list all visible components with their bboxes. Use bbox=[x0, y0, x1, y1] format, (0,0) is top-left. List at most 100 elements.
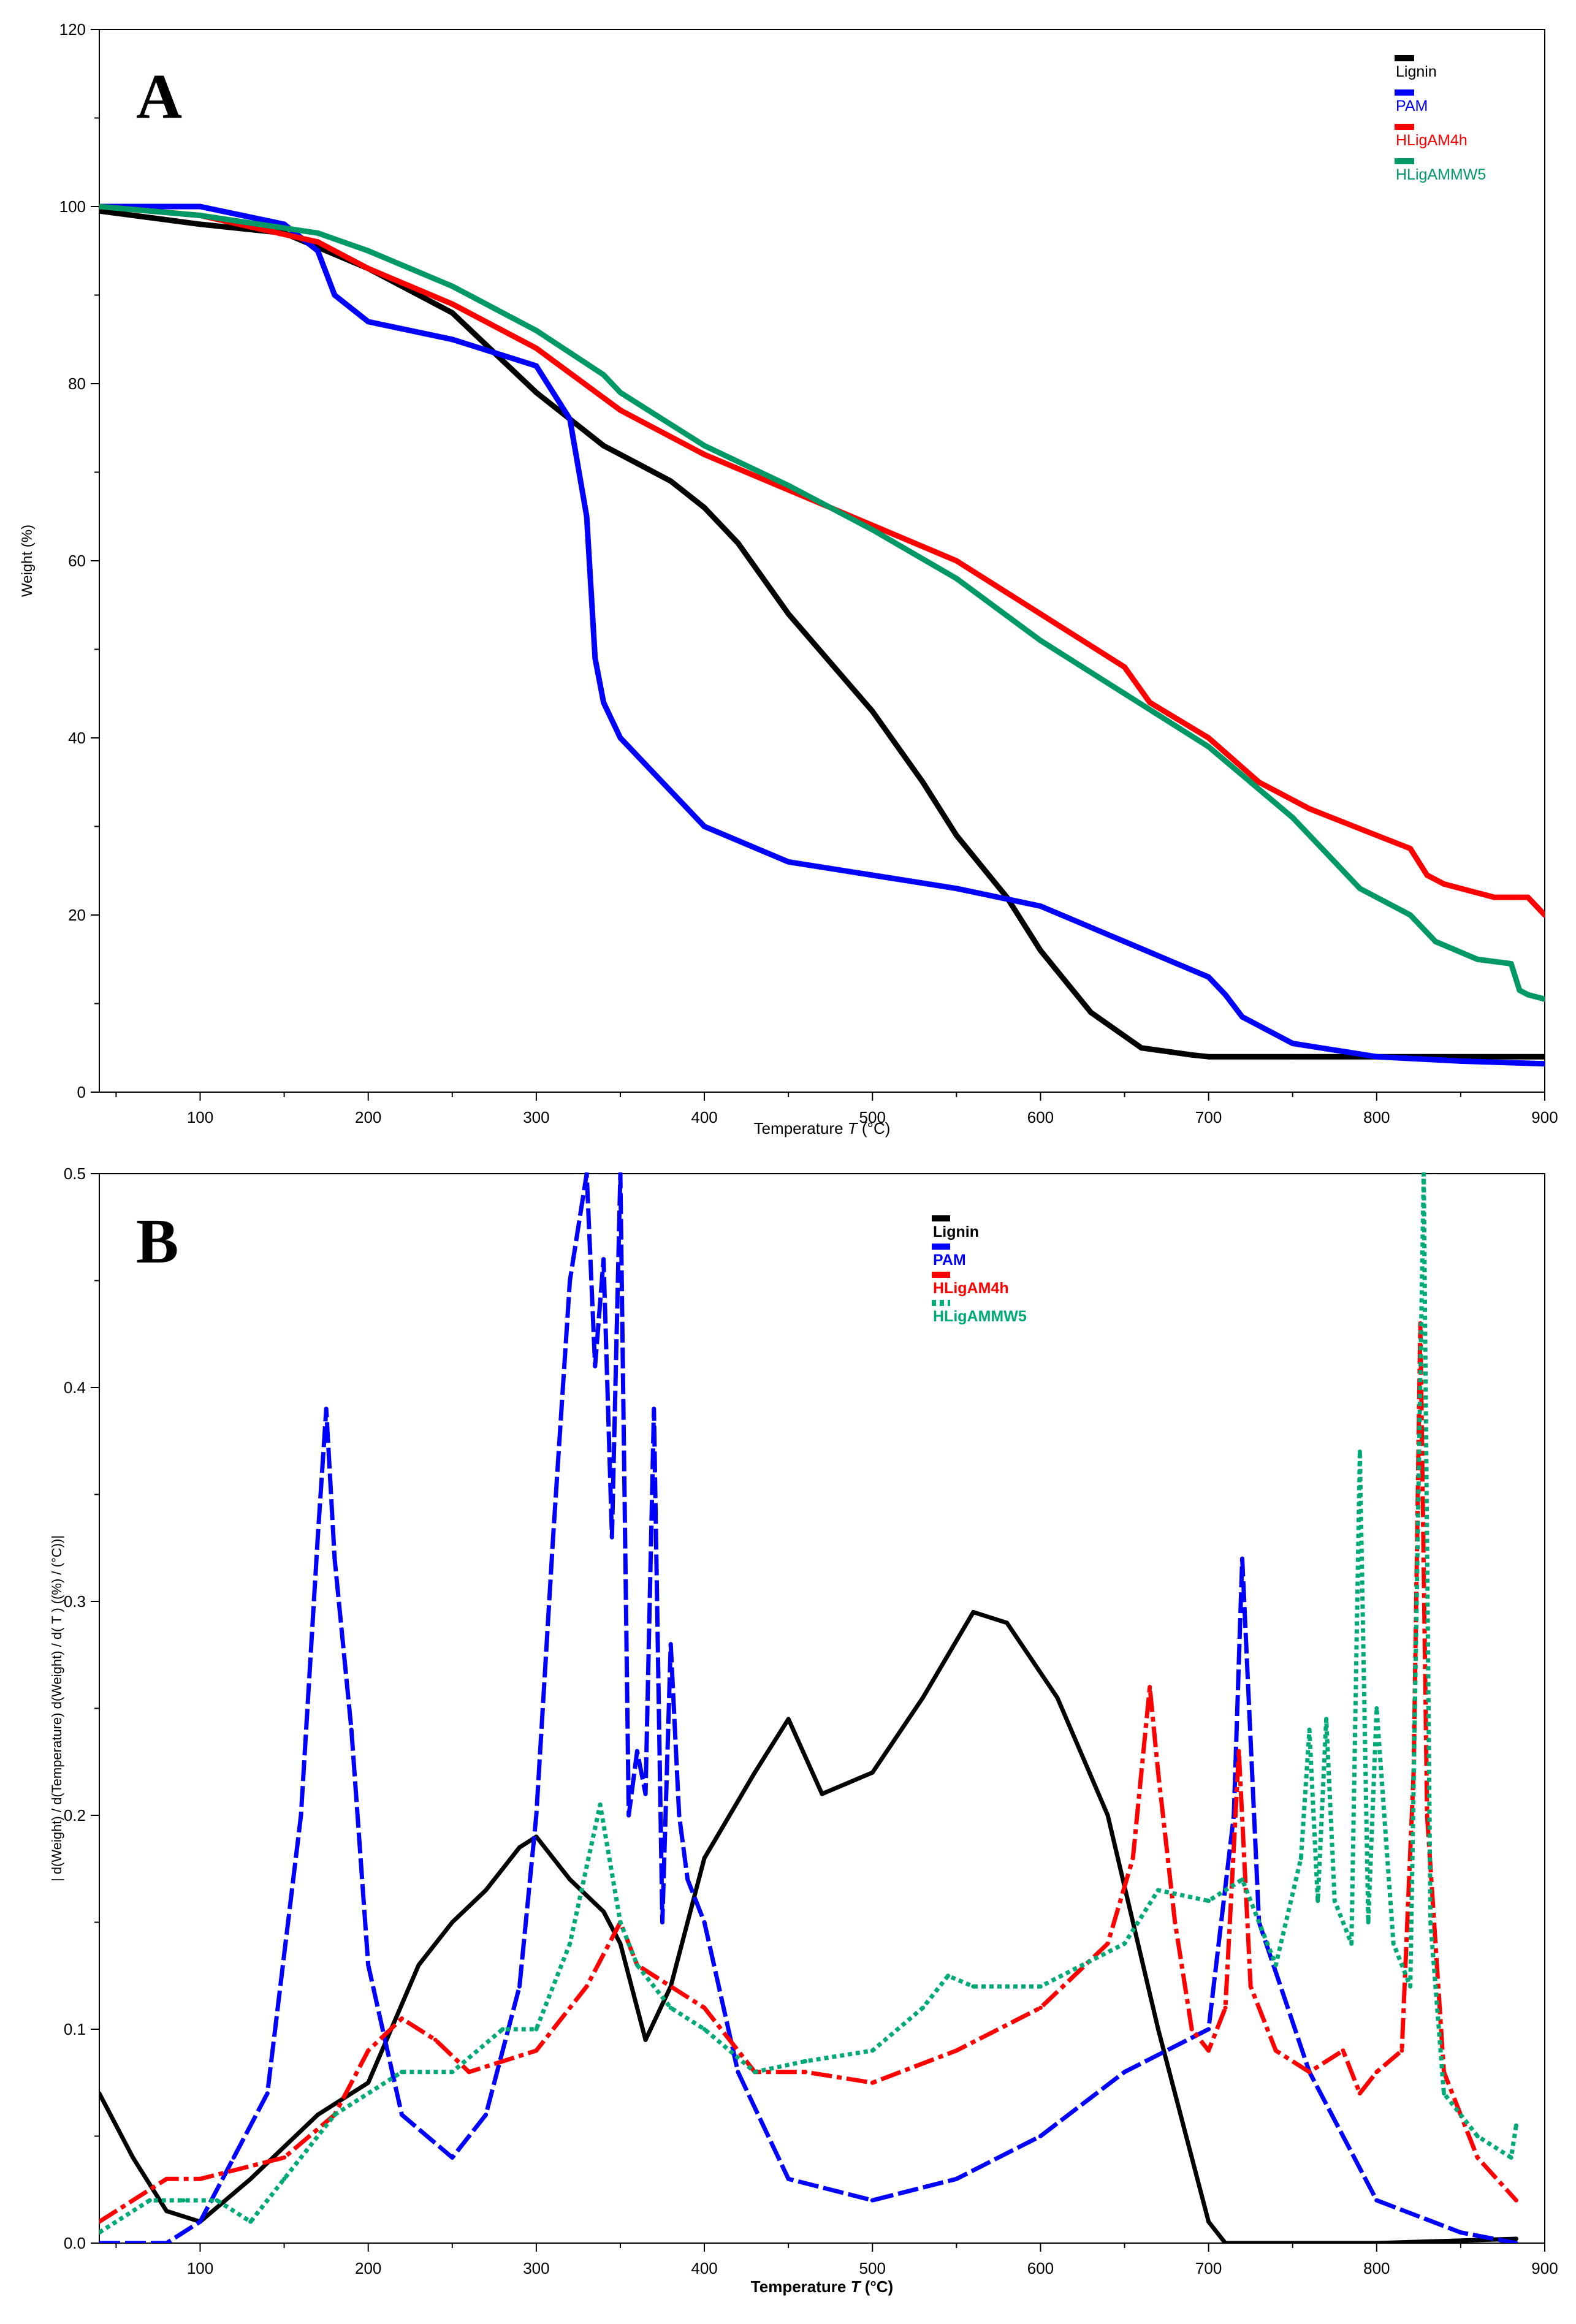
panel-b-point-hligammw5 bbox=[1332, 1899, 1337, 1904]
panel-b-point-lignin bbox=[484, 1888, 489, 1893]
panel-a-point-pam bbox=[1458, 1058, 1464, 1064]
panel-a-point-hligam4h bbox=[1122, 664, 1127, 670]
panel-b-point-pam bbox=[299, 1813, 303, 1818]
panel-a-point-lignin bbox=[1458, 1054, 1464, 1060]
panel-a-point-pam bbox=[1222, 992, 1228, 998]
panel-b-point-lignin bbox=[1155, 2027, 1160, 2032]
panel-a-point-pam bbox=[592, 655, 598, 661]
panel-b-point-lignin bbox=[601, 1909, 606, 1914]
panel-b-point-pam bbox=[1374, 2198, 1379, 2203]
panel-b-point-hligam4h bbox=[282, 2155, 287, 2160]
panel-b-point-lignin bbox=[164, 2209, 169, 2214]
panel-b-point-hligammw5 bbox=[1122, 1941, 1127, 1946]
panel-b-point-pam bbox=[450, 2155, 455, 2160]
panel-b-x-tick-label: 400 bbox=[691, 2259, 717, 2277]
panel-b-point-hligam4h bbox=[366, 2048, 371, 2053]
panel-a-point-hligammw5 bbox=[1323, 850, 1330, 856]
panel-a-point-hligammw5 bbox=[1525, 992, 1531, 998]
panel-b-point-hligam4h bbox=[1223, 2005, 1228, 2010]
panel-a-point-pam bbox=[601, 699, 607, 705]
panel-a-point-hligam4h bbox=[701, 452, 707, 458]
panel-b-point-hligam4h bbox=[584, 1984, 589, 1989]
legend-label-hligam4h: HLigAM4h bbox=[933, 1280, 1009, 1297]
panel-a-y-tick-label: 100 bbox=[59, 197, 86, 216]
panel-a-point-lignin bbox=[1037, 947, 1043, 954]
panel-b-point-hligammw5 bbox=[1273, 1962, 1278, 1967]
panel-b-point-hligammw5 bbox=[147, 2198, 152, 2203]
panel-a-x-axis-label-symbol: T bbox=[848, 1119, 859, 1137]
panel-b-point-pam bbox=[685, 1877, 690, 1882]
panel-a-point-hligammw5 bbox=[365, 248, 371, 254]
panel-b-point-hligam4h bbox=[1513, 2198, 1518, 2203]
panel-a-point-hligammw5 bbox=[449, 283, 455, 289]
panel-b-point-lignin bbox=[618, 1941, 623, 1946]
panel-b-point-hligammw5 bbox=[1240, 1877, 1244, 1882]
panel-b-point-lignin bbox=[870, 1770, 875, 1775]
panel-b-point-hligam4h bbox=[803, 2070, 808, 2075]
panel-b-point-lignin bbox=[366, 2080, 371, 2085]
panel-b-point-hligam4h bbox=[702, 2005, 707, 2010]
panel-b-point-pam bbox=[870, 2198, 875, 2203]
panel-a-point-pam bbox=[332, 292, 338, 298]
panel-a-point-hligam4h bbox=[617, 407, 623, 413]
legend-label-pam: PAM bbox=[1396, 97, 1428, 115]
panel-b-point-hligam4h bbox=[164, 2176, 169, 2181]
panel-b-point-hligammw5 bbox=[1428, 1920, 1433, 1924]
panel-b-point-pam bbox=[484, 2113, 489, 2117]
panel-b-point-hligam4h bbox=[1105, 1941, 1110, 1946]
panel-a-point-lignin bbox=[953, 832, 959, 838]
panel-b-x-tick-label: 800 bbox=[1363, 2259, 1390, 2277]
panel-b-point-hligammw5 bbox=[803, 2059, 808, 2064]
panel-a-x-tick-label: 800 bbox=[1363, 1108, 1390, 1126]
panel-b-point-lignin bbox=[99, 2091, 102, 2096]
panel-b-point-hligammw5 bbox=[702, 2027, 707, 2032]
panel-a-point-hligam4h bbox=[1491, 894, 1498, 900]
panel-a-x-tick-label: 700 bbox=[1195, 1108, 1222, 1126]
panel-b-point-lignin bbox=[131, 2155, 135, 2160]
panel-a-point-pam bbox=[1206, 974, 1212, 980]
panel-b-point-hligammw5 bbox=[946, 1973, 951, 1978]
panel-b-x-tick-label: 200 bbox=[355, 2259, 381, 2277]
panel-b-point-pam bbox=[198, 2219, 202, 2224]
panel-a-y-tick-label: 40 bbox=[68, 729, 86, 747]
panel-b-x-axis-label-unit: (°C) bbox=[860, 2277, 893, 2296]
legend-label-pam: PAM bbox=[933, 1251, 966, 1269]
panel-b-y-tick-label: 0.5 bbox=[64, 1164, 86, 1183]
panel-a-point-hligammw5 bbox=[1206, 743, 1212, 750]
panel-a-point-hligam4h bbox=[365, 265, 371, 272]
legend-label-hligammw5: HLigAMMW5 bbox=[933, 1308, 1027, 1325]
panel-b-point-hligammw5 bbox=[1475, 2134, 1480, 2138]
panel-b-point-hligammw5 bbox=[1298, 1856, 1303, 1861]
panel-b-point-hligammw5 bbox=[400, 2070, 404, 2075]
panel-a-point-lignin bbox=[1189, 1052, 1195, 1058]
panel-a-point-hligammw5 bbox=[1433, 938, 1439, 944]
panel-a-point-lignin bbox=[634, 460, 640, 466]
panel-b-point-hligam4h bbox=[1038, 2005, 1043, 2010]
panel-b-point-hligammw5 bbox=[1349, 1941, 1354, 1946]
panel-a-point-pam bbox=[617, 735, 623, 741]
panel-b-y-tick-label: 0.2 bbox=[64, 1806, 86, 1825]
panel-a-point-lignin bbox=[668, 478, 674, 484]
panel-b-point-hligammw5 bbox=[1206, 1899, 1211, 1904]
panel-b-point-hligammw5 bbox=[668, 2005, 673, 2010]
panel-b-point-hligam4h bbox=[1155, 1770, 1160, 1775]
panel-a-point-hligammw5 bbox=[99, 203, 102, 210]
legend-label-hligam4h: HLigAM4h bbox=[1396, 132, 1468, 149]
panel-b-point-lignin bbox=[315, 2113, 320, 2117]
panel-a-point-hligam4h bbox=[314, 239, 321, 245]
panel-a-point-hligam4h bbox=[1407, 846, 1414, 852]
panel-a-point-pam bbox=[1374, 1054, 1380, 1060]
panel-b-point-pam bbox=[668, 1642, 673, 1647]
panel-b-point-lignin bbox=[643, 2037, 648, 2042]
panel-b-point-pam bbox=[1206, 2027, 1211, 2032]
panel-a-y-tick-label: 60 bbox=[68, 552, 86, 570]
panel-b-point-pam bbox=[315, 1535, 320, 1540]
panel-a-point-hligam4h bbox=[953, 558, 959, 564]
panel-b-x-tick-label: 900 bbox=[1531, 2259, 1558, 2277]
panel-b-series-lignin bbox=[99, 1609, 1517, 2243]
panel-a-point-lignin bbox=[869, 708, 875, 715]
panel-b-point-hligam4h bbox=[1148, 1685, 1152, 1690]
panel-b-point-lignin bbox=[416, 1962, 421, 1967]
panel-a-point-lignin bbox=[1542, 1054, 1545, 1060]
panel-b-point-pam bbox=[736, 2070, 740, 2075]
